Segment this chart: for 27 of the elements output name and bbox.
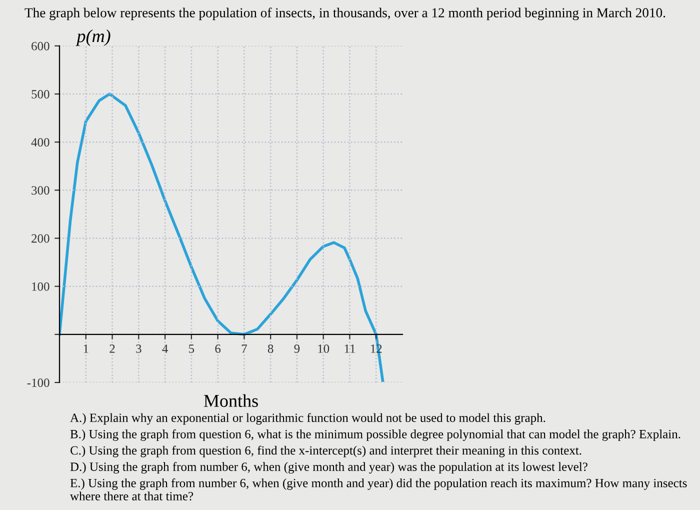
- text: E.) Using the graph from number 6, when (give month and year) did the population reach its maximum? How many insects where there at that time?: [70, 478, 687, 500]
- y-tick-label: 400: [31, 138, 50, 147]
- x-axis-title: Months: [204, 394, 258, 407]
- y-tick-label: 200: [32, 234, 50, 243]
- x-tick-label: 11: [344, 344, 355, 353]
- x-tick-label: 1: [84, 344, 88, 353]
- x-tick-label: 4: [162, 344, 168, 353]
- y-tick-label: 100: [32, 282, 50, 291]
- y-tick-label: 300: [32, 186, 50, 195]
- text: B.) Using the graph from question 6, what is the minimum possible degree polynomial that can model the graph? Explain.: [70, 429, 680, 441]
- y-tick-label: -100: [27, 378, 50, 387]
- text: D.) Using the graph from number 6, when (give month and year) was the population at its lowest level?: [70, 462, 588, 474]
- y-tick-label: 600: [32, 42, 50, 50]
- x-tick-label: 5: [189, 344, 194, 353]
- text: A.) Explain why an exponential or logarithmic function would not be used to model this graph.: [70, 413, 546, 425]
- x-tick-label: 6: [215, 344, 221, 353]
- line-series: [60, 92, 384, 382]
- text: C.) Using the graph from question 6, find the x-intercept(s) and interpret their meaning in this context.: [70, 446, 582, 458]
- y-tick-label: 500: [32, 90, 50, 98]
- chart-title: The graph below represents the population of insects, in thousands, over a 12 month period beginning in March 2010.: [24, 8, 666, 20]
- x-tick-label: 8: [268, 344, 274, 353]
- x-tick-label: 10: [318, 344, 330, 353]
- x-tick-label: 3: [136, 344, 142, 353]
- y-axis-title: p(m): [76, 30, 110, 46]
- x-tick-label: 2: [110, 344, 115, 353]
- x-tick-label: 7: [242, 344, 247, 353]
- x-tick-label: 9: [294, 344, 300, 353]
